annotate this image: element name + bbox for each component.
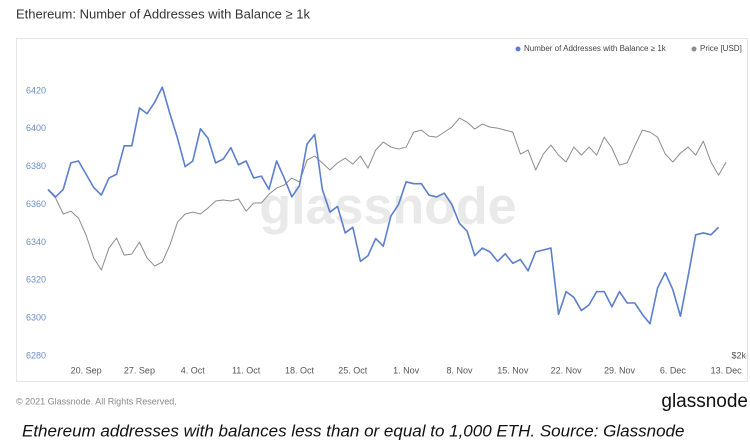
x-tick-label: 20. Sep <box>71 365 102 375</box>
y2-tick-label: $2k <box>731 350 746 360</box>
x-tick-label: 4. Oct <box>181 365 206 375</box>
x-tick-label: 15. Nov <box>497 365 529 375</box>
logo: glassnode <box>661 391 748 412</box>
legend-label: Price [USD] <box>700 44 742 53</box>
x-tick-label: 8. Nov <box>446 365 473 375</box>
y-tick-label: 6400 <box>26 123 46 133</box>
y-tick-label: 6420 <box>26 85 46 95</box>
x-tick-label: 29. Nov <box>604 365 636 375</box>
chart-title: Ethereum: Number of Addresses with Balan… <box>16 6 310 21</box>
caption: Ethereum addresses with balances less th… <box>22 421 684 440</box>
legend-label: Number of Addresses with Balance ≥ 1k <box>524 44 667 53</box>
x-tick-label: 13. Dec <box>711 365 743 375</box>
y-tick-label: 6380 <box>26 161 46 171</box>
chart-panel <box>16 38 748 382</box>
series-line <box>47 117 727 271</box>
x-tick-label: 1. Nov <box>393 365 420 375</box>
x-tick-label: 25. Oct <box>338 365 368 375</box>
copyright: © 2021 Glassnode. All Rights Reserved. <box>16 396 177 406</box>
x-tick-label: 6. Dec <box>660 365 687 375</box>
y-tick-label: 6340 <box>26 237 46 247</box>
x-tick-label: 18. Oct <box>285 365 315 375</box>
y-tick-label: 6280 <box>26 350 46 360</box>
y-tick-label: 6300 <box>26 313 46 323</box>
x-tick-label: 27. Sep <box>124 365 155 375</box>
x-tick-label: 11. Oct <box>232 365 261 375</box>
y-tick-label: 6320 <box>26 275 46 285</box>
legend-swatch <box>515 46 521 52</box>
legend-swatch <box>691 46 697 52</box>
series-line <box>47 86 720 325</box>
x-tick-label: 22. Nov <box>551 365 583 375</box>
y-tick-label: 6360 <box>26 199 46 209</box>
